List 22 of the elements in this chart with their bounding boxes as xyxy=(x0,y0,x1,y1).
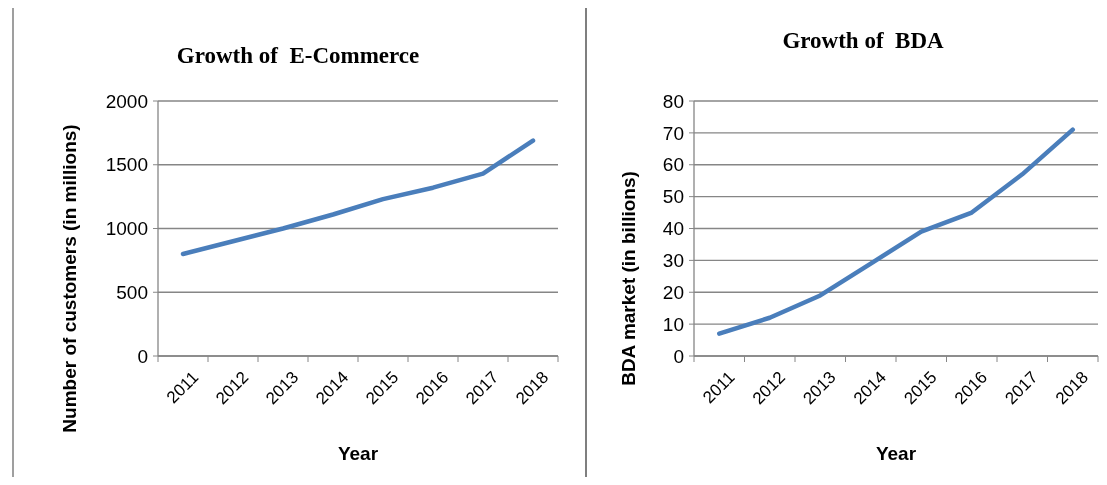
y-tick-label: 30 xyxy=(662,250,684,272)
line-series xyxy=(180,138,536,257)
chart-title: Growth of BDA xyxy=(782,28,944,53)
y-tick-label: 40 xyxy=(662,218,684,240)
y-tick-label: 80 xyxy=(662,90,684,112)
y-tick-label: 50 xyxy=(662,186,684,208)
y-tick-label: 1500 xyxy=(105,154,148,176)
y-tick-label: 0 xyxy=(137,345,148,367)
x-axis-title: Year xyxy=(337,443,379,464)
x-axis-title: Year xyxy=(875,443,917,464)
y-tick-label: 20 xyxy=(662,281,684,303)
line-series xyxy=(717,127,1075,336)
y-tick-label: 500 xyxy=(116,281,148,303)
y-tick-label: 2000 xyxy=(105,90,148,112)
y-axis-title: Number of customers (in millions) xyxy=(59,124,80,433)
y-tick-label: 1000 xyxy=(105,218,148,240)
y-tick-label: 0 xyxy=(673,345,684,367)
y-axis-title: BDA market (in billions) xyxy=(618,171,639,386)
y-tick-label: 70 xyxy=(662,122,684,144)
y-tick-label: 60 xyxy=(662,154,684,176)
y-tick-label: 10 xyxy=(662,313,684,335)
chart-title: Growth of E-Commerce xyxy=(176,43,420,68)
